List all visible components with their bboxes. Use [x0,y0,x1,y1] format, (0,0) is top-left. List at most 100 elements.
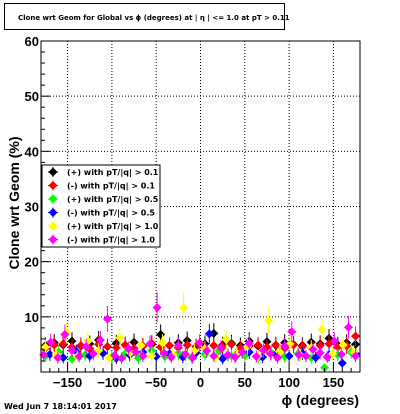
data-point [337,358,347,368]
data-point [338,340,348,350]
data-point [188,353,198,363]
data-point [271,341,281,351]
data-point [102,342,112,352]
data-point [351,351,361,361]
x-tick-label: 0 [197,375,204,390]
data-point [152,302,162,312]
data-point [322,352,332,362]
y-tick-label: 30 [25,200,39,215]
data-point [230,352,240,362]
y-tick-label: 50 [25,89,39,104]
data-point [336,349,346,359]
data-point [95,335,105,345]
data-point [115,333,125,343]
data-point [258,345,268,355]
data-point [209,351,219,361]
data-point [329,336,339,346]
timestamp: Wed Jun 7 18:14:01 2017 [4,402,117,411]
y-tick-label: 40 [25,144,39,159]
data-point [202,346,212,356]
data-point [58,353,68,363]
data-point [110,350,120,360]
legend-label: (+) with pT/|q| > 1.0 [67,222,159,231]
data-point [195,338,205,348]
y-axis-label: Clone wrt Geom (%) [6,136,22,269]
data-point [320,363,330,373]
legend-marker [48,194,58,204]
data-point [244,338,254,348]
data-point [88,349,98,359]
data-point [343,322,353,332]
data-point [280,341,290,351]
data-point [308,344,318,354]
x-tick-label: 100 [278,375,300,390]
legend-label: (-) with pT/|q| > 0.1 [67,182,155,191]
data-point [53,353,63,363]
y-tick-label: 20 [25,255,39,270]
legend-label: (+) with pT/|q| > 0.1 [67,168,159,177]
x-tick-label: −100 [97,375,126,390]
data-point [351,331,361,341]
legend-box [41,164,161,248]
y-tick-label: 60 [25,34,39,49]
data-point [164,341,174,351]
data-point [237,347,247,357]
data-point [157,338,167,348]
y-tick-label: 10 [25,310,39,325]
legend-label: (+) with pT/|q| > 0.5 [67,195,159,204]
data-point [131,347,141,357]
series-5 [39,292,361,365]
data-point [223,350,233,360]
plot-area: −150 −100 −50 0 50 100 150 10 20 30 40 50 60 [25,34,361,390]
title-box [4,3,285,30]
legend-marker [48,235,58,244]
data-point [301,351,311,361]
chart-title: Clone wrt Geom for Global vs ϕ (degrees)… [18,14,290,23]
x-axis-label: ϕ (degrees) [282,392,359,408]
legend-label: (-) with pT/|q| > 0.5 [67,209,155,218]
data-point [173,341,183,351]
data-point [264,316,274,326]
legend-label: (-) with pT/|q| > 1.0 [67,236,155,245]
data-point [287,327,297,337]
data-point [315,341,325,351]
x-tick-label: −150 [53,375,82,390]
legend-marker [48,181,58,190]
data-point [227,339,237,349]
data-point [166,352,176,362]
data-point [251,352,261,362]
data-point [273,353,283,363]
data-point [294,350,304,360]
data-point [266,349,276,359]
data-point [218,354,228,364]
data-point [45,349,55,359]
data-point [136,341,146,351]
data-point [46,337,56,347]
x-tick-label: −50 [145,375,167,390]
data-point [147,351,157,361]
data-point [317,325,327,335]
data-point [182,340,192,350]
x-tick-label: 50 [238,375,252,390]
data-point [180,349,190,359]
data-point [81,342,91,352]
data-point [253,340,263,350]
data-point [159,348,169,358]
legend-marker [48,167,58,177]
data-point [102,314,112,324]
legend-marker [48,208,58,217]
data-point [284,351,294,361]
x-tick-label: 150 [323,375,345,390]
data-point [124,344,134,354]
legend: (+) with pT/|q| > 0.1 (-) with pT/|q| > 0… [41,164,161,248]
data-point [74,352,84,362]
data-point [315,348,325,358]
data-point [145,339,155,349]
data-point [209,341,219,351]
data-point [179,303,189,313]
data-point [216,343,226,353]
data-point [138,351,148,361]
legend-marker [48,221,58,231]
data-point [221,334,231,344]
